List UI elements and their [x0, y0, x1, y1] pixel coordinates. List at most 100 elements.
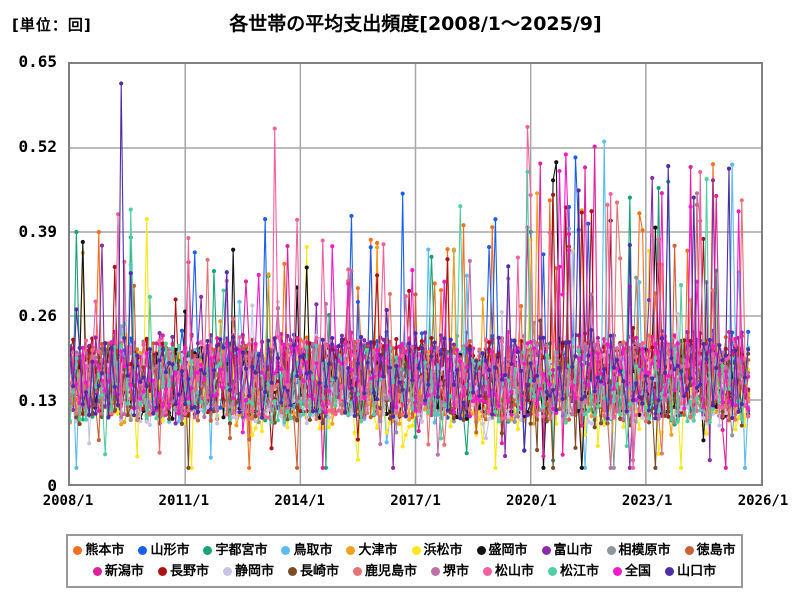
data-point-marker	[234, 389, 239, 394]
data-point-marker	[445, 257, 450, 262]
data-point-marker	[189, 359, 194, 364]
legend-label: 松江市	[560, 564, 600, 579]
data-point-marker	[381, 242, 386, 247]
data-point-marker	[486, 340, 492, 345]
data-point-marker	[285, 342, 290, 347]
data-point-marker	[304, 421, 309, 426]
data-point-marker	[195, 370, 201, 375]
data-point-marker	[282, 261, 287, 266]
data-point-marker	[557, 392, 562, 397]
data-point-marker	[394, 410, 399, 416]
data-point-marker	[739, 198, 744, 203]
data-point-marker	[506, 414, 511, 420]
data-point-marker	[211, 409, 217, 414]
data-point-marker	[119, 422, 124, 427]
data-point-marker	[637, 394, 642, 400]
legend-item: 鹿児島市	[352, 561, 417, 582]
data-point-marker	[253, 419, 258, 424]
data-point-marker	[170, 346, 175, 351]
data-point-marker	[531, 394, 537, 399]
data-point-marker	[490, 333, 495, 339]
data-point-marker	[247, 342, 252, 347]
data-point-marker	[551, 387, 556, 392]
data-point-marker	[519, 368, 524, 373]
data-point-marker	[330, 244, 335, 249]
legend-swatch-icon	[541, 546, 551, 555]
data-point-marker	[551, 414, 556, 419]
data-point-marker	[627, 284, 632, 289]
data-point-marker	[224, 270, 229, 275]
data-point-marker	[551, 339, 556, 344]
data-point-marker	[499, 309, 504, 315]
data-point-marker	[582, 412, 588, 417]
data-point-marker	[336, 344, 341, 349]
data-point-marker	[87, 364, 92, 369]
data-point-marker	[269, 446, 274, 451]
data-point-marker	[231, 395, 236, 401]
data-point-marker	[237, 335, 242, 340]
legend-swatch-icon	[222, 567, 232, 576]
data-point-marker	[304, 265, 309, 270]
data-point-marker	[502, 373, 508, 378]
data-point-marker	[122, 336, 127, 341]
data-point-marker	[451, 346, 456, 351]
x-tick-label: 2020/1	[506, 493, 557, 509]
data-point-marker	[224, 412, 229, 417]
data-point-marker	[483, 387, 488, 392]
data-point-marker	[458, 204, 463, 209]
data-point-marker	[634, 398, 639, 403]
data-point-marker	[403, 432, 408, 438]
data-point-marker	[519, 417, 524, 423]
data-point-marker	[176, 411, 181, 416]
data-point-marker	[739, 402, 744, 407]
data-point-marker	[93, 411, 98, 416]
data-point-marker	[493, 365, 498, 370]
legend-swatch-icon	[613, 567, 623, 576]
data-point-marker	[160, 333, 165, 338]
data-point-marker	[346, 366, 351, 371]
data-point-marker	[250, 364, 255, 370]
data-point-marker	[666, 373, 671, 379]
data-point-marker	[669, 356, 674, 361]
data-point-marker	[109, 345, 114, 351]
data-point-marker	[554, 407, 559, 413]
data-point-marker	[160, 418, 165, 423]
data-point-marker	[362, 391, 367, 396]
data-point-marker	[528, 339, 533, 345]
data-point-marker	[621, 424, 626, 429]
data-point-marker	[624, 409, 629, 414]
data-point-marker	[375, 273, 380, 278]
data-point-marker	[183, 411, 188, 416]
data-point-marker	[106, 415, 111, 420]
data-point-marker	[634, 275, 639, 280]
data-point-marker	[662, 413, 668, 418]
data-point-marker	[646, 370, 652, 375]
data-point-marker	[611, 415, 616, 420]
legend-swatch-icon	[138, 546, 148, 555]
data-point-marker	[70, 418, 73, 424]
data-point-marker	[112, 264, 117, 270]
data-point-marker	[653, 225, 658, 230]
data-point-marker	[442, 402, 447, 408]
data-point-marker	[387, 398, 393, 403]
legend-swatch-icon	[431, 567, 440, 576]
data-point-marker	[294, 418, 300, 423]
data-point-marker	[301, 412, 306, 417]
data-point-marker	[346, 281, 351, 286]
data-point-marker	[266, 272, 271, 277]
data-point-marker	[362, 353, 367, 359]
data-point-marker	[423, 401, 428, 406]
data-point-marker	[576, 408, 581, 413]
legend-label: 静岡市	[234, 564, 274, 579]
data-point-marker	[586, 409, 591, 414]
data-point-marker	[458, 416, 463, 421]
data-point-marker	[119, 344, 124, 349]
legend-item: 鳥取市	[281, 540, 332, 561]
data-point-marker	[80, 402, 85, 407]
data-point-marker	[176, 358, 181, 363]
data-point-marker	[509, 412, 514, 417]
data-point-marker	[205, 395, 210, 400]
data-point-marker	[535, 412, 540, 418]
data-point-marker	[355, 392, 361, 397]
data-point-marker	[538, 161, 543, 166]
